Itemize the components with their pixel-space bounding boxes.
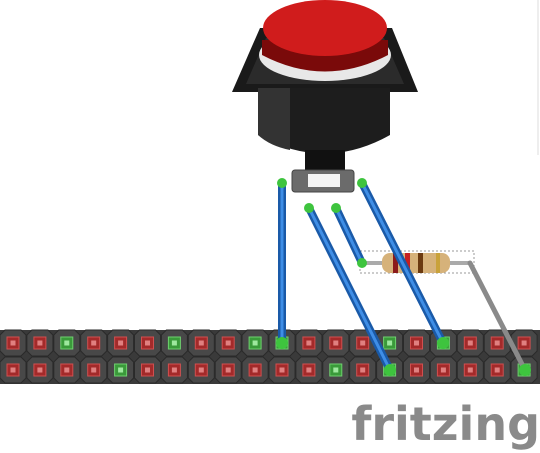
pin-header (0, 329, 540, 384)
pin-center (64, 367, 70, 373)
button-body (258, 88, 390, 154)
pin-center (91, 367, 97, 373)
pin-center (360, 367, 366, 373)
pin-center (171, 367, 177, 373)
wire-highlight (360, 181, 445, 345)
pin-center (387, 340, 393, 346)
wire-highlight (307, 206, 392, 372)
switch-window (308, 174, 340, 187)
pin-center (306, 367, 312, 373)
pin-center (252, 367, 258, 373)
wire-end (331, 203, 341, 213)
pin-center (225, 340, 231, 346)
wire-end (277, 178, 287, 188)
pin-center (118, 340, 124, 346)
pin-center (467, 367, 473, 373)
pin-center (252, 340, 258, 346)
pin-center (521, 340, 527, 346)
button-body-shade (258, 88, 290, 150)
pin-center (145, 340, 150, 346)
pin-center (306, 340, 312, 346)
wire-end (276, 337, 288, 349)
pin-center (118, 367, 124, 373)
pin-center (10, 367, 16, 373)
pin-center (198, 340, 204, 346)
pin-center (467, 340, 473, 346)
pin-center (10, 340, 16, 346)
fritzing-logo: fritzing (351, 397, 540, 451)
pin-center (414, 367, 419, 373)
band (393, 253, 398, 273)
pin-center (494, 340, 500, 346)
wire-ends (276, 178, 531, 376)
band (436, 253, 440, 273)
pin-center (440, 367, 446, 373)
pin-center (279, 367, 285, 373)
wire-end (357, 258, 367, 268)
band (418, 253, 423, 273)
pin-center (333, 367, 339, 373)
wires (278, 179, 528, 374)
pin-center (37, 367, 43, 373)
wire-end (519, 364, 531, 376)
pin-center (225, 367, 231, 373)
pin-center (414, 340, 419, 346)
pin-center (145, 367, 150, 373)
button-cap (263, 0, 387, 56)
push-button (232, 0, 418, 193)
band (405, 253, 410, 273)
wire-end (357, 178, 367, 188)
pin-center (333, 340, 339, 346)
wire-end (437, 337, 449, 349)
wire-end (304, 203, 314, 213)
pin-center (198, 367, 204, 373)
pin-center (360, 340, 366, 346)
button-stem (305, 150, 345, 172)
pin-center (171, 340, 177, 346)
pin-center (37, 340, 43, 346)
wire-highlight (334, 206, 364, 265)
pin-center (494, 367, 500, 373)
wire-end (384, 364, 396, 376)
pin-center (91, 340, 97, 346)
gray-wire (467, 260, 528, 373)
pin-center (64, 340, 70, 346)
